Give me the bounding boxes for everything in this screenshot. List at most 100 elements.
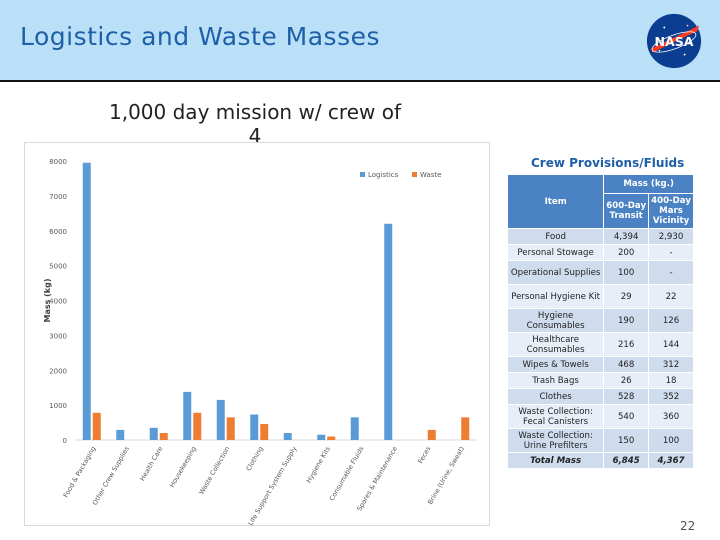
legend-label-logistics: Logistics xyxy=(368,171,399,179)
header-mass: Mass (kg.) xyxy=(603,174,694,194)
y-tick-label: 1000 xyxy=(49,402,67,410)
table-cell-transit: 528 xyxy=(603,388,650,405)
table-body: Food 4,394 2,930 Personal Stowage 200- Operat… xyxy=(506,228,694,469)
table-cell-mars: 352 xyxy=(648,388,694,405)
nasa-logo: NASA xyxy=(646,13,702,69)
table-cell-transit: 540 xyxy=(603,404,650,429)
bar-logistics xyxy=(82,162,91,440)
bar-waste xyxy=(260,423,269,440)
y-tick-label: 7000 xyxy=(49,193,67,201)
bar-waste xyxy=(327,436,336,440)
table-cell-mars: 22 xyxy=(648,284,694,309)
table-row: Personal Hygiene Kit 29 22 xyxy=(506,284,694,309)
provisions-table: Item Mass (kg.) 600-Day Transit 400-Day … xyxy=(506,174,694,469)
table-row: Wipes & Towels 468 312 xyxy=(506,356,694,373)
table-total-mars: 4,367 xyxy=(648,452,694,469)
table-title: Crew Provisions/Fluids xyxy=(531,156,685,170)
table-cell-mars: 360 xyxy=(648,404,694,429)
table-cell-item: Healthcare Consumables xyxy=(506,332,605,357)
header-item: Item xyxy=(506,174,605,229)
x-tick-label: Brine (Urine, Sweat) xyxy=(426,445,466,506)
table-row: Food 4,394 2,930 xyxy=(506,228,694,245)
bar-waste xyxy=(226,417,235,440)
legend-swatch-logistics xyxy=(360,172,365,177)
y-tick-label: 6000 xyxy=(49,228,67,236)
table-cell-item: Clothes xyxy=(506,388,605,405)
table-cell-mars: 2,930 xyxy=(648,228,694,245)
table-cell-item: Operational Supplies xyxy=(506,260,605,285)
table-cell-transit: 29 xyxy=(603,284,650,309)
table-total-transit: 6,845 xyxy=(603,452,650,469)
table-cell-item: Hygiene Consumables xyxy=(506,308,605,333)
table-row: Healthcare Consumables 216 144 xyxy=(506,332,694,357)
provisions-table-container: Crew Provisions/Fluids Item Mass (kg.) 6… xyxy=(506,152,694,469)
slide-subtitle: 1,000 day mission w/ crew of 4 xyxy=(109,100,401,142)
bar-waste xyxy=(461,417,470,440)
legend-swatch-waste xyxy=(412,172,417,177)
x-tick-label: Consumable Fluids xyxy=(328,444,366,502)
table-cell-mars: 18 xyxy=(648,372,694,389)
bar-logistics xyxy=(317,434,326,440)
table-total-row: Total Mass 6,845 4,367 xyxy=(506,452,694,469)
header-mars-vicinity: 400-Day Mars Vicinity xyxy=(648,193,694,229)
bar-waste xyxy=(427,429,436,440)
table-cell-item: Personal Hygiene Kit xyxy=(506,284,605,309)
table-total-label: Total Mass xyxy=(506,452,605,469)
x-tick-label: Health Care xyxy=(138,445,164,482)
table-cell-transit: 200 xyxy=(603,244,650,261)
slide-header: Logistics and Waste Masses NASA xyxy=(0,0,720,82)
table-cell-item: Trash Bags xyxy=(506,372,605,389)
chart-container: 0 1000 2000 3000 4000 5000 6000 7000 8000 Mass (k… xyxy=(24,142,490,527)
table-cell-item: Waste Collection: Fecal Canisters xyxy=(506,404,605,429)
y-axis-label: Mass (kg) xyxy=(43,278,52,322)
bar-logistics xyxy=(216,399,225,440)
table-row: Trash Bags 26 18 xyxy=(506,372,694,389)
table-row: Hygiene Consumables 190 126 xyxy=(506,308,694,333)
y-tick-label: 2000 xyxy=(49,367,67,375)
x-tick-label: Feces xyxy=(416,444,432,464)
slide-title: Logistics and Waste Masses xyxy=(20,22,381,51)
bar-chart: 0 1000 2000 3000 4000 5000 6000 7000 8000 Mass (k… xyxy=(43,158,477,527)
table-cell-mars: - xyxy=(648,244,694,261)
table-cell-transit: 150 xyxy=(603,428,650,453)
table-cell-mars: 100 xyxy=(648,428,694,453)
bar-logistics xyxy=(250,414,259,440)
table-cell-transit: 26 xyxy=(603,372,650,389)
x-tick-label: Hygiene Kits xyxy=(305,444,333,484)
table-cell-mars: 126 xyxy=(648,308,694,333)
bar-waste xyxy=(159,433,168,440)
table-cell-item: Wipes & Towels xyxy=(506,356,605,373)
bar-waste xyxy=(193,412,202,440)
table-row: Operational Supplies 100- xyxy=(506,260,694,285)
table-cell-transit: 190 xyxy=(603,308,650,333)
table-cell-transit: 4,394 xyxy=(603,228,650,245)
table-row: Waste Collection: Urine Prefilters 150 100 xyxy=(506,428,694,453)
table-cell-mars: 144 xyxy=(648,332,694,357)
table-cell-transit: 100 xyxy=(603,260,650,285)
bar-logistics xyxy=(350,417,359,440)
y-tick-label: 5000 xyxy=(49,263,67,271)
bar-logistics xyxy=(116,429,125,440)
page-number: 22 xyxy=(680,519,696,533)
bar-logistics xyxy=(149,427,158,440)
table-cell-item: Personal Stowage xyxy=(506,244,605,261)
bar-logistics xyxy=(283,433,292,440)
table-row: Waste Collection: Fecal Canisters 540 360 xyxy=(506,404,694,429)
bar-waste xyxy=(92,412,101,440)
table-row: Clothes 528 352 xyxy=(506,388,694,405)
nasa-logo-text: NASA xyxy=(655,34,694,49)
x-tick-label: Other Crew Supplies xyxy=(91,444,131,506)
table-cell-item: Waste Collection: Urine Prefilters xyxy=(506,428,605,453)
table-cell-mars: 312 xyxy=(648,356,694,373)
table-cell-transit: 468 xyxy=(603,356,650,373)
x-tick-label: Food & Packaging xyxy=(62,445,98,499)
bar-logistics xyxy=(183,391,192,440)
bar-logistics xyxy=(384,223,393,440)
x-tick-label: Housekeeping xyxy=(168,445,198,489)
table-row: Personal Stowage 200- xyxy=(506,244,694,261)
table-cell-mars: - xyxy=(648,260,694,285)
x-tick-label: Spares & Maintenance xyxy=(355,445,399,512)
table-cell-transit: 216 xyxy=(603,332,650,357)
table-cell-item: Food xyxy=(506,228,605,245)
x-tick-label: Clothing xyxy=(245,445,265,472)
